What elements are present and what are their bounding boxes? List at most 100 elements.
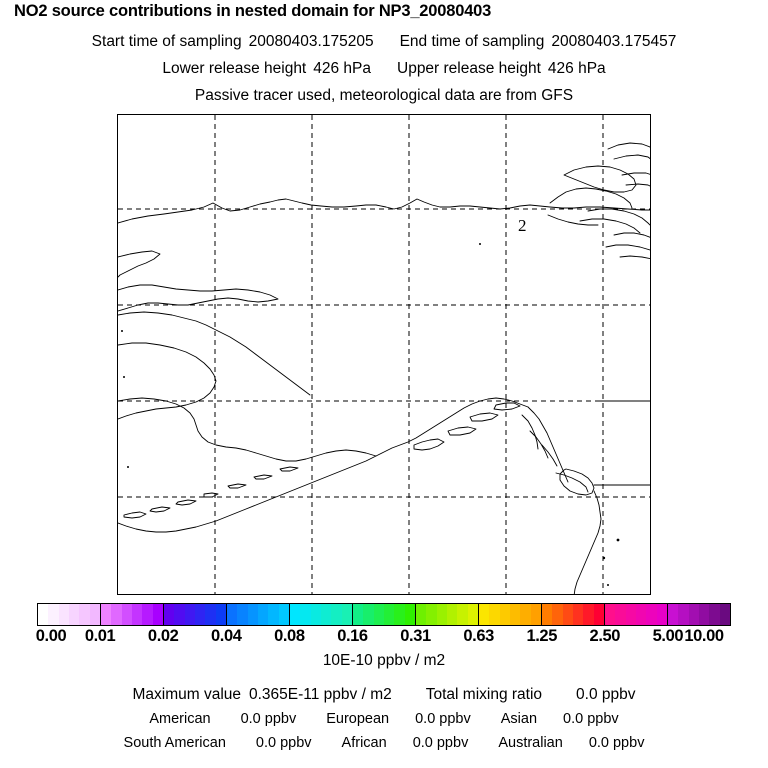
page-title: NO2 source contributions in nested domai… (14, 2, 492, 20)
colorbar-step (688, 604, 699, 625)
colorbar-step (278, 604, 289, 625)
colorbar-step (489, 604, 500, 625)
colorbar-step (247, 604, 258, 625)
colorbar-step (300, 604, 311, 625)
colorbar-step (257, 604, 269, 625)
sampling-time-line: Start time of sampling 20080403.175205 End… (0, 33, 768, 51)
upper-release-height-value: 426 hPa (547, 60, 606, 77)
colorbar-tick-0: 0.00 (35, 627, 67, 645)
end-time-label: End time of sampling (399, 33, 545, 50)
region-label-australian: Australian (498, 735, 563, 751)
colorbar-segment-2 (164, 604, 227, 625)
colorbar-tick-6: 0.31 (400, 627, 431, 645)
colorbar-step (363, 604, 374, 625)
footer-summary-row: Maximum value 0.365E-11 ppbv / m2 Total mi… (0, 686, 768, 704)
colorbar-step (562, 604, 573, 625)
footer-region-row-1: American 0.0 ppbv European 0.0 ppbv Asian 0.0… (0, 711, 768, 727)
colorbar-step (436, 604, 447, 625)
colorbar-step (479, 604, 490, 625)
colorbar-segment-4 (290, 604, 353, 625)
colorbar-step (426, 604, 437, 625)
colorbar-tick-1: 0.01 (84, 627, 116, 645)
colorbar-step (111, 604, 122, 625)
colorbar-step (698, 604, 710, 625)
colorbar-segment-10 (668, 604, 730, 625)
map-point-specks (121, 243, 620, 586)
region-label-african: African (341, 735, 387, 751)
colorbar-step (719, 604, 730, 625)
colorbar-step (404, 604, 415, 625)
end-time-value: 20080403.175457 (551, 33, 677, 50)
colorbar-step (164, 604, 175, 625)
region-value-african: 0.0 ppbv (412, 735, 469, 751)
colorbar-step (542, 604, 553, 625)
upper-release-height-label: Upper release height (397, 60, 541, 77)
colorbar-step (353, 604, 364, 625)
colorbar-tick-8: 1.25 (526, 627, 557, 645)
region-value-american: 0.0 ppbv (240, 711, 297, 727)
colorbar-step (605, 604, 616, 625)
maximum-value: 0.365E-11 ppbv / m2 (249, 686, 392, 703)
colorbar-tick-5: 0.16 (337, 627, 368, 645)
total-mixing-ratio-value: 0.0 ppbv (576, 686, 636, 703)
release-point-marker-label: 2 (518, 216, 527, 235)
colorbar-tick-3: 0.04 (211, 627, 242, 645)
colorbar-step (635, 604, 647, 625)
colorbar-step (341, 604, 352, 625)
map-coastlines (118, 142, 650, 594)
colorbar-step (194, 604, 206, 625)
region-value-south-american: 0.0 ppbv (255, 735, 312, 751)
colorbar-segment-3 (227, 604, 290, 625)
colorbar-step (446, 604, 458, 625)
map-gridlines (118, 115, 650, 594)
region-value-asian: 0.0 ppbv (563, 711, 619, 727)
colorbar-step (678, 604, 689, 625)
colorbar-step (58, 604, 69, 625)
colorbar-step (668, 604, 679, 625)
colorbar-step (656, 604, 667, 625)
colorbar-step (290, 604, 301, 625)
region-value-european: 0.0 ppbv (415, 711, 471, 727)
total-mixing-ratio-label: Total mixing ratio (425, 686, 543, 703)
colorbar-step (530, 604, 541, 625)
colorbar-step (572, 604, 584, 625)
colorbar-tick-4: 0.08 (274, 627, 305, 645)
colorbar-step (184, 604, 195, 625)
colorbar-step (416, 604, 427, 625)
start-time-label: Start time of sampling (91, 33, 242, 50)
colorbar-step (457, 604, 468, 625)
colorbar-step (625, 604, 636, 625)
colorbar-segment-1 (101, 604, 164, 625)
colorbar-segment-7 (479, 604, 542, 625)
colorbar-step (131, 604, 143, 625)
colorbar-step (310, 604, 321, 625)
colorbar-segment-8 (542, 604, 605, 625)
tracer-note: Passive tracer used, meteorological data… (194, 87, 574, 104)
colorbar-step (101, 604, 112, 625)
colorbar-tick-10: 5.00 (652, 627, 684, 645)
colorbar-step (320, 604, 332, 625)
colorbar-step (646, 604, 657, 625)
colorbar-step (89, 604, 100, 625)
map-graphic (118, 115, 650, 594)
release-height-line: Lower release height 426 hPa Upper release… (0, 60, 768, 78)
region-label-european: European (326, 711, 390, 727)
colorbar-step (237, 604, 248, 625)
footer-region-row-2: South American 0.0 ppbv African 0.0 ppbv Aus… (0, 735, 768, 751)
colorbar-step (227, 604, 238, 625)
colorbar-step (593, 604, 604, 625)
colorbar-step (373, 604, 384, 625)
colorbar-segment-0 (38, 604, 101, 625)
colorbar-step (79, 604, 90, 625)
region-label-american: American (149, 711, 211, 727)
colorbar-step (174, 604, 185, 625)
colorbar-step (268, 604, 279, 625)
colorbar-step (709, 604, 720, 625)
colorbar-segment-6 (416, 604, 479, 625)
colorbar-tick-labels: 0.00 0.01 0.02 0.04 0.08 0.16 0.31 0.63 1.25 2.50… (0, 627, 768, 649)
colorbar-step (121, 604, 132, 625)
region-value-australian: 0.0 ppbv (588, 735, 645, 751)
start-time-value: 20080403.175205 (248, 33, 374, 50)
colorbar-gradient-strip (37, 603, 731, 626)
